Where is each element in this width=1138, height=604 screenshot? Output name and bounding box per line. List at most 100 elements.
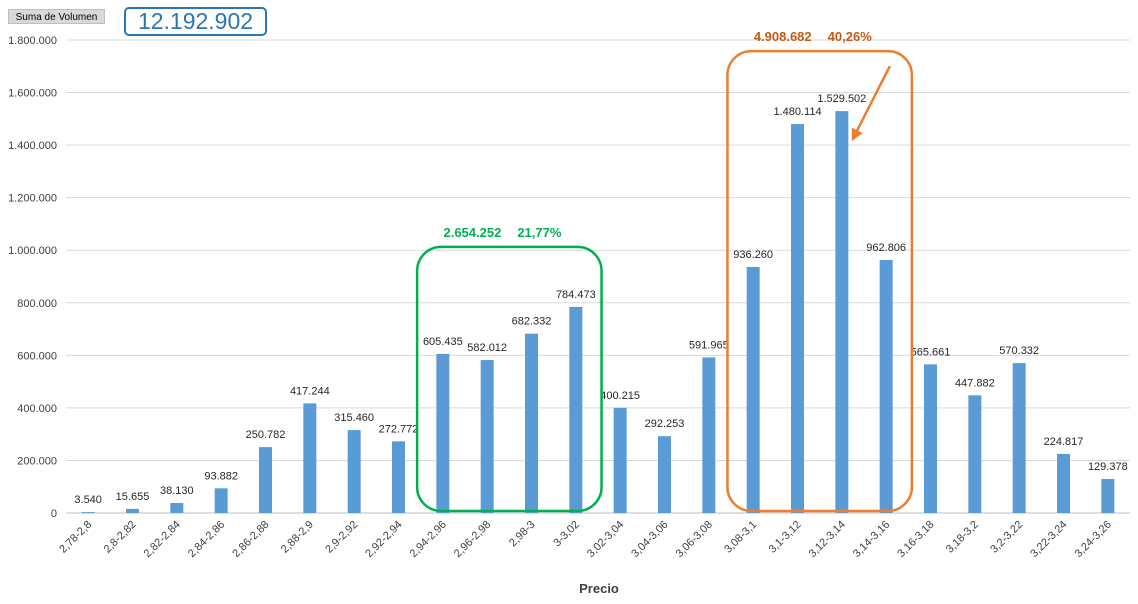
x-tick-label: 2,82-2,84 <box>142 519 183 560</box>
x-tick-label: 3,02-3,04 <box>585 519 626 560</box>
bar <box>214 488 228 513</box>
arrow-icon <box>855 65 891 132</box>
x-tick-label: 3,12-3,14 <box>807 519 848 560</box>
x-tick-label: 3,16-3,18 <box>895 519 936 560</box>
y-tick-label: 1.200.000 <box>8 193 57 205</box>
bar <box>436 353 450 513</box>
data-label: 3.540 <box>74 494 102 506</box>
bar <box>1012 363 1026 513</box>
x-tick-label: 3,24-3,26 <box>1073 519 1114 560</box>
orange-group-pct-label: 40,26% <box>828 29 873 44</box>
x-tick-label: 3,06-3,08 <box>674 519 715 560</box>
data-label: 315.460 <box>334 412 374 424</box>
total-volume-box: 12.192.902 <box>124 7 267 36</box>
x-tick-label: 2,94-2,96 <box>408 519 449 560</box>
bar <box>81 512 95 513</box>
y-tick-label: 1.400.000 <box>8 140 57 152</box>
data-label: 400.215 <box>600 390 640 402</box>
bar <box>702 357 716 513</box>
bar <box>968 395 982 513</box>
y-tick-label: 1.000.000 <box>8 245 57 257</box>
data-label: 417.244 <box>290 385 330 397</box>
bar <box>1101 479 1115 513</box>
y-tick-label: 1.800.000 <box>8 35 57 47</box>
bar <box>1057 453 1070 513</box>
data-label: 682.332 <box>512 316 552 328</box>
x-tick-label: 3,22-3,24 <box>1028 519 1069 560</box>
bar <box>835 111 849 513</box>
data-label: 447.882 <box>955 377 995 389</box>
data-label: 38.130 <box>160 485 194 497</box>
x-axis-title: Precio <box>579 581 619 596</box>
x-tick-label: 3,14-3,16 <box>851 519 892 560</box>
x-tick-label: 3,04-3,06 <box>629 519 670 560</box>
gridlines <box>66 39 1130 514</box>
bar <box>480 360 494 513</box>
x-tick-label: 3,18-3,2 <box>944 519 981 556</box>
data-label: 784.473 <box>556 289 596 301</box>
data-label: 224.817 <box>1044 436 1084 448</box>
annotations: 2.654.252 21,77% 4.908.682 40,26% <box>415 29 914 513</box>
x-tick-label: 3,1-3,12 <box>767 519 804 556</box>
x-tick-label: 2,86-2,88 <box>230 519 271 560</box>
bar <box>392 441 405 513</box>
data-label: 93.882 <box>204 470 238 482</box>
bar <box>525 333 538 513</box>
bar <box>658 436 671 513</box>
data-label: 605.435 <box>423 336 463 348</box>
orange-group-sum-label: 4.908.682 <box>754 29 812 44</box>
bar <box>303 403 317 513</box>
bar <box>259 447 272 513</box>
data-label: 15.655 <box>116 491 150 503</box>
data-label: 1.480.114 <box>773 106 821 118</box>
x-tick-label: 3-3,02 <box>551 519 582 550</box>
bar <box>746 266 760 513</box>
y-tick-label: 0 <box>51 508 57 520</box>
data-label: 565.661 <box>911 346 951 358</box>
y-tick-label: 800.000 <box>17 298 57 310</box>
data-label: 582.012 <box>467 342 507 354</box>
bar <box>126 508 139 513</box>
green-group-sum-label: 2.654.252 <box>443 225 501 240</box>
bar <box>924 364 937 513</box>
data-label: 570.332 <box>999 345 1039 357</box>
data-label: 129.378 <box>1088 461 1128 473</box>
data-labels: 3.540 15.655 38.130 93.882 250.782 417.244 315… <box>74 93 1127 506</box>
x-tick-label: 2,84-2,86 <box>186 519 227 560</box>
data-label: 962.806 <box>866 242 906 254</box>
x-tick-label: 2,96-2,98 <box>452 519 493 560</box>
data-label: 936.260 <box>733 249 773 261</box>
y-tick-label: 600.000 <box>17 350 57 362</box>
y-tick-label: 1.600.000 <box>8 88 57 100</box>
y-tick-label: 200.000 <box>17 455 57 467</box>
bars <box>81 111 1115 513</box>
data-label: 250.782 <box>246 429 286 441</box>
x-tick-label: 2,8-2,82 <box>102 519 139 556</box>
data-label: 591.965 <box>689 339 729 351</box>
data-label: 1.529.502 <box>817 93 866 105</box>
bar <box>170 502 184 513</box>
bar <box>613 407 627 513</box>
y-tick-label: 400.000 <box>17 403 57 415</box>
green-group-pct-label: 21,77% <box>517 225 562 240</box>
x-tick-label: 2,92-2,94 <box>363 519 404 560</box>
suma-de-volumen-field-button[interactable]: Suma de Volumen <box>8 9 105 24</box>
x-axis-tick-labels: 2,78-2,8 2,8-2,82 2,82-2,84 2,84-2,86 2,86-2… <box>57 519 1114 560</box>
x-tick-label: 2,98-3 <box>507 519 538 550</box>
y-axis-tick-labels: 0 200.000 400.000 600.000 800.000 1.000.000 1.… <box>8 35 57 520</box>
data-label: 292.253 <box>645 418 685 430</box>
bar <box>791 124 804 513</box>
bar <box>569 306 583 513</box>
green-group-box <box>415 245 603 513</box>
x-tick-label: 2,78-2,8 <box>57 519 94 556</box>
x-tick-label: 3,2-3,22 <box>988 519 1025 556</box>
x-tick-label: 2,9-2,92 <box>323 519 360 556</box>
data-label: 272.772 <box>379 423 419 435</box>
orange-group-box <box>726 49 914 513</box>
x-tick-label: 3,08-3,1 <box>722 519 759 556</box>
bar <box>879 259 893 513</box>
x-tick-label: 2,88-2,9 <box>279 519 316 556</box>
bar <box>347 430 361 513</box>
arrow-head-icon <box>851 127 863 142</box>
